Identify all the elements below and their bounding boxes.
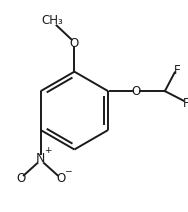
Text: F: F xyxy=(174,64,180,77)
Text: CH₃: CH₃ xyxy=(42,14,63,27)
Text: +: + xyxy=(44,146,52,155)
Text: F: F xyxy=(182,97,188,110)
Text: O: O xyxy=(132,85,141,98)
Text: O: O xyxy=(70,37,79,50)
Text: N: N xyxy=(36,152,45,165)
Text: O: O xyxy=(56,172,65,185)
Text: −: − xyxy=(64,167,72,176)
Text: O: O xyxy=(16,172,25,185)
